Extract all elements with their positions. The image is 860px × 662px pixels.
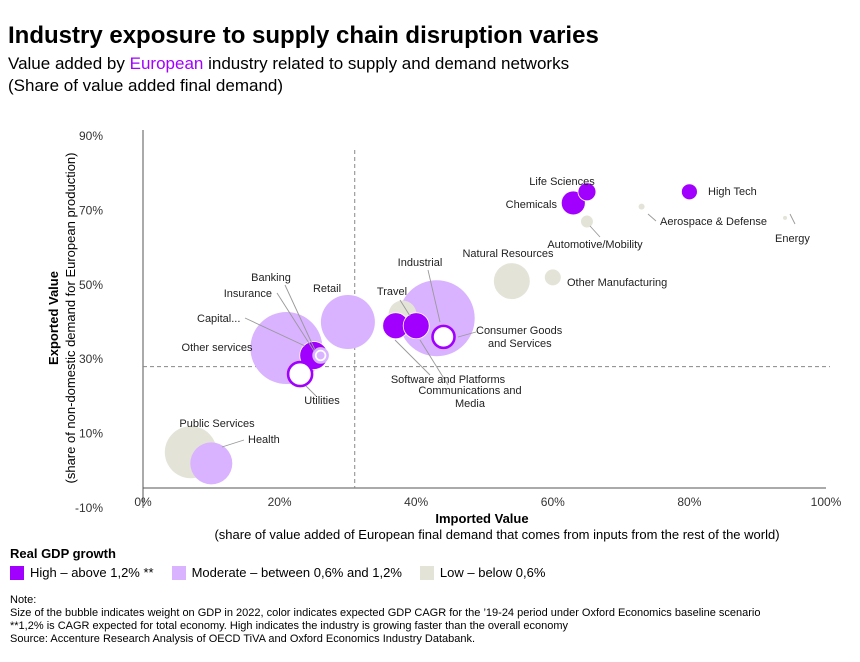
leader-line [221, 439, 245, 448]
bubble-point [577, 182, 597, 202]
bubble-label: Banking [251, 272, 291, 284]
bubble-point [544, 269, 561, 286]
bubble-label: Chemicals [506, 199, 558, 211]
leader-line [399, 299, 411, 317]
leader-line [789, 213, 796, 225]
bubble-label: Public Services [179, 418, 255, 430]
bubble-point [681, 183, 698, 201]
chart-subtitle: Value added by European industry related… [8, 53, 569, 75]
bubble-label: Travel [377, 286, 407, 298]
note-line-3: Source: Accenture Research Analysis of O… [10, 633, 476, 645]
chart-subtitle-line2: (Share of value added final demand) [8, 76, 284, 95]
leader-line [276, 292, 315, 352]
y-tick-label: 10% [79, 427, 103, 441]
bubble-label: Communications and [418, 385, 521, 397]
legend-swatch-moderate [171, 565, 186, 580]
bubble-point [493, 263, 530, 300]
legend-label-high: High – above 1,2% ** [30, 565, 154, 580]
legend: High – above 1,2% ** Moderate – between … [10, 565, 563, 580]
leader-line [647, 213, 657, 222]
x-tick-label: 20% [268, 495, 292, 509]
leader-line [305, 385, 317, 397]
legend-label-low: Low – below 0,6% [439, 565, 546, 580]
x-tick-label: 0% [134, 495, 152, 509]
legend-item-low: Low – below 0,6% [419, 565, 546, 580]
page-title: Industry exposure to supply chain disrup… [8, 22, 599, 49]
x-axis-subtitle: (share of value added of European final … [214, 527, 779, 542]
bubble-label: Energy [775, 233, 810, 245]
bubble-label: Automotive/Mobility [547, 239, 643, 251]
bubble-chart: 0% 20% 40% 60% 80% 100% -10% 10% 30% 50% 70% 90% Imp… [46, 129, 842, 542]
y-tick-label: -10% [75, 501, 103, 515]
leader-line [244, 317, 306, 347]
x-tick-label: 60% [541, 495, 565, 509]
legend-title: Real GDP growth [10, 546, 116, 561]
bubble-point [580, 215, 593, 228]
bubble-label: Utilities [304, 395, 340, 407]
leader-line [419, 339, 449, 386]
legend-item-moderate: Moderate – between 0,6% and 1,2% [171, 565, 402, 580]
leader-line [394, 339, 431, 376]
bubble-label: Health [248, 434, 280, 446]
bubble-label: Natural Resources [462, 248, 554, 260]
subtitle-highlight: European [129, 54, 204, 73]
bubble-point [190, 442, 233, 485]
legend-item-high: High – above 1,2% ** [10, 565, 154, 580]
leader-line [589, 225, 601, 238]
leader-line [457, 331, 477, 338]
bubble-point [402, 312, 430, 340]
legend-swatch-high [10, 565, 24, 580]
bubble-label: Media [455, 398, 486, 410]
x-axis-title: Imported Value [435, 511, 528, 526]
y-tick-label: 30% [79, 352, 103, 366]
bubble-point [286, 360, 314, 388]
bubble-point [431, 324, 456, 350]
legend-swatch-low [419, 565, 434, 580]
leader-line [284, 284, 316, 351]
y-tick-label: 90% [79, 129, 103, 143]
y-tick-label: 70% [79, 203, 103, 217]
y-axis-title: Exported Value [46, 271, 61, 365]
bubble-label: Consumer Goods [476, 325, 563, 337]
subtitle-suffix: industry related to supply and demand ne… [203, 54, 570, 73]
bubble-label: and Services [488, 338, 552, 350]
legend-label-moderate: Moderate – between 0,6% and 1,2% [191, 565, 402, 580]
x-tick-label: 100% [811, 495, 842, 509]
bubble-point [638, 203, 645, 210]
y-tick-label: 50% [79, 278, 103, 292]
bubble-label: Other services [182, 342, 253, 354]
bubble-label: Software and Platforms [391, 374, 506, 386]
leader-line [427, 269, 441, 323]
y-axis-subtitle: (share of non-domestic demand for Europe… [63, 153, 78, 484]
bubble-point [783, 215, 788, 220]
bubble-label: High Tech [708, 186, 757, 198]
bubble-label: Other Manufacturing [567, 277, 667, 289]
bubble-point [320, 295, 375, 349]
bubble-label: Industrial [398, 257, 443, 269]
note-line-2: **1,2% is CAGR expected for total econom… [10, 620, 569, 632]
bubble-label: Insurance [224, 288, 272, 300]
bubble-label: Retail [313, 283, 341, 295]
chart-notes: Note: Size of the bubble indicates weigh… [10, 594, 760, 646]
bubble-label: Life Sciences [529, 176, 595, 188]
note-label: Note: [10, 594, 37, 606]
bubble-label: Aerospace & Defense [660, 216, 767, 228]
x-tick-label: 80% [677, 495, 701, 509]
x-tick-label: 40% [404, 495, 428, 509]
bubble-label: Capital... [197, 313, 240, 325]
subtitle-prefix: Value added by [8, 54, 130, 73]
bubble-point [316, 351, 325, 360]
note-line-1: Size of the bubble indicates weight on G… [10, 607, 761, 619]
